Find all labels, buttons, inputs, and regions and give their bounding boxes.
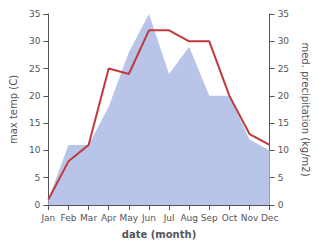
- svg-text:10: 10: [29, 145, 41, 155]
- svg-text:5: 5: [35, 173, 41, 183]
- svg-text:5: 5: [278, 173, 284, 183]
- svg-text:med. precipitation (kg/m2): med. precipitation (kg/m2): [300, 42, 311, 176]
- svg-text:Nov: Nov: [241, 213, 259, 223]
- svg-text:date (month): date (month): [122, 229, 196, 240]
- svg-text:Aug: Aug: [180, 213, 198, 223]
- svg-text:Jun: Jun: [141, 213, 156, 223]
- svg-text:35: 35: [278, 9, 289, 19]
- svg-text:Apr: Apr: [101, 213, 117, 223]
- svg-text:Oct: Oct: [222, 213, 238, 223]
- svg-text:25: 25: [29, 64, 40, 74]
- svg-text:25: 25: [278, 64, 289, 74]
- svg-text:30: 30: [278, 36, 290, 46]
- svg-text:15: 15: [278, 118, 289, 128]
- svg-text:35: 35: [29, 9, 40, 19]
- svg-text:20: 20: [29, 91, 41, 101]
- svg-text:0: 0: [35, 200, 41, 210]
- svg-text:Sep: Sep: [201, 213, 218, 223]
- svg-text:Dec: Dec: [261, 213, 278, 223]
- svg-text:Jan: Jan: [40, 213, 55, 223]
- svg-text:15: 15: [29, 118, 40, 128]
- svg-text:Mar: Mar: [80, 213, 97, 223]
- svg-text:Jul: Jul: [163, 213, 175, 223]
- svg-text:30: 30: [29, 36, 41, 46]
- svg-text:0: 0: [278, 200, 284, 210]
- svg-text:max temp (C): max temp (C): [8, 75, 19, 144]
- svg-text:Feb: Feb: [61, 213, 77, 223]
- svg-text:20: 20: [278, 91, 290, 101]
- svg-text:May: May: [120, 213, 139, 223]
- svg-text:10: 10: [278, 145, 290, 155]
